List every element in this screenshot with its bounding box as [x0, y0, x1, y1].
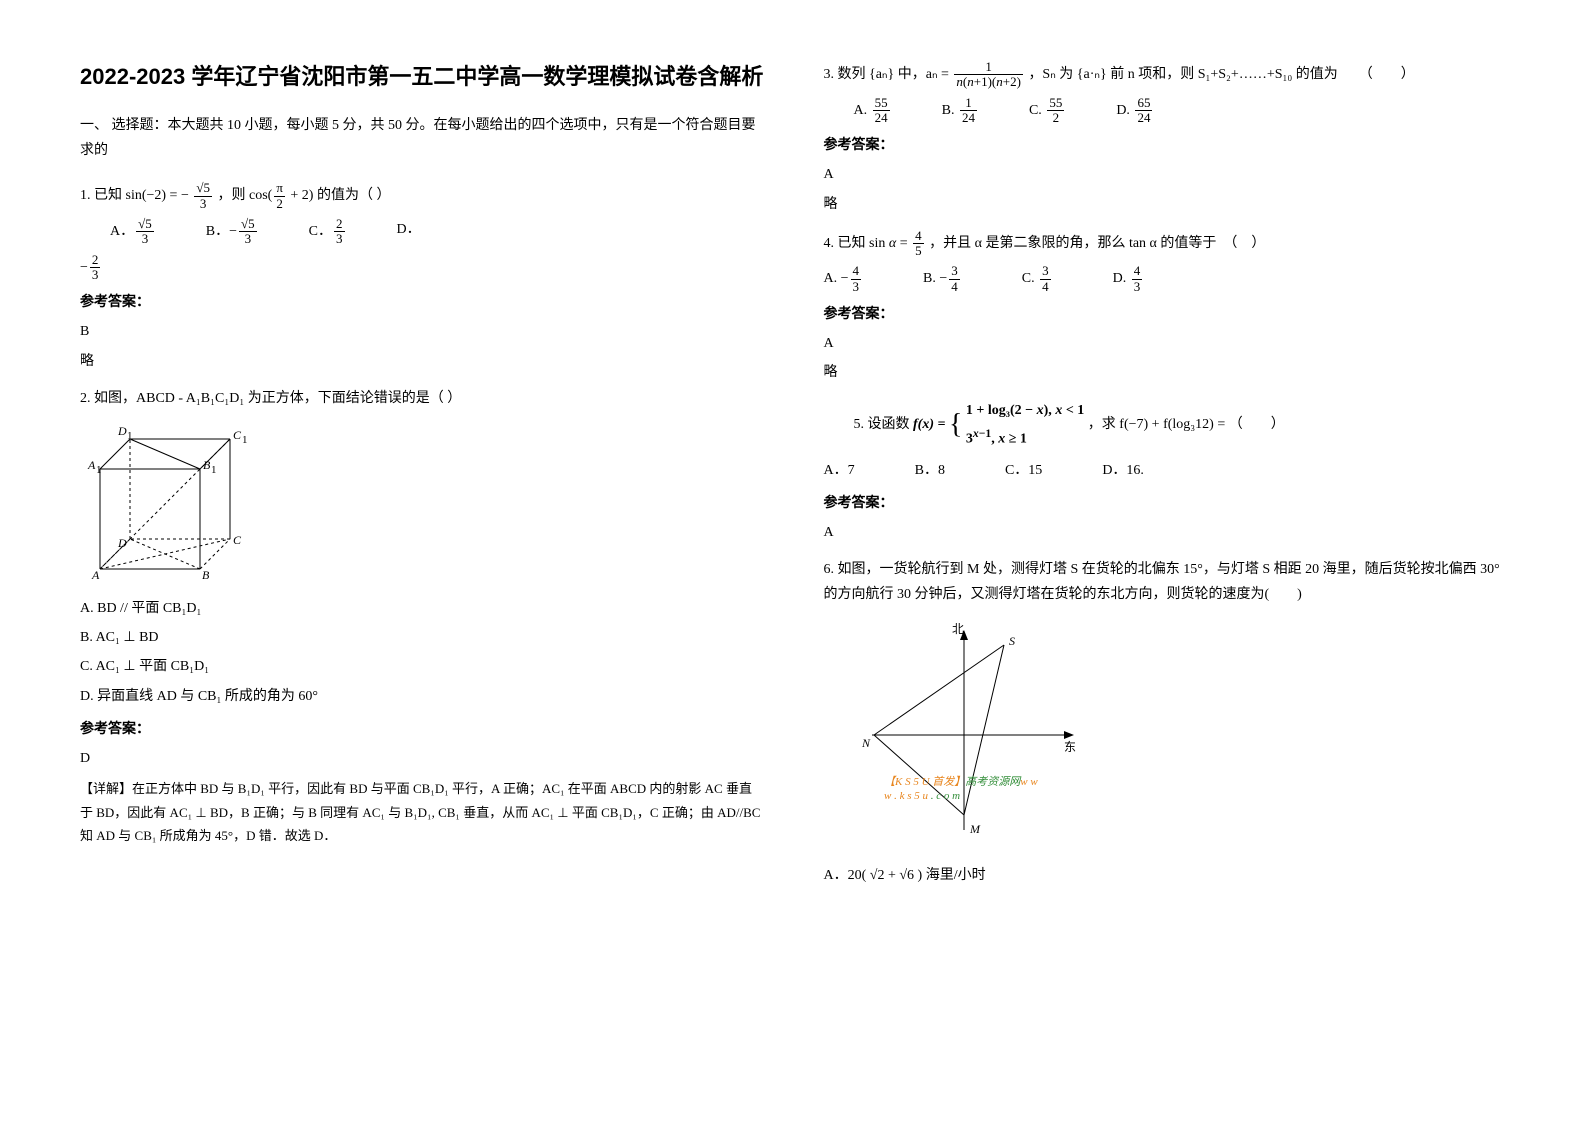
q4-ans: A: [824, 331, 1508, 356]
q3-lead2: ，Sₙ 为 {a·ₙ} 前 n 项和，则 S₁+S₂+……+S₁₀ 的值为 （ …: [1028, 67, 1414, 82]
q3-optA: A. 5524: [854, 96, 892, 126]
q3-options: A. 5524 B. 124 C. 552 D. 6524: [854, 96, 1508, 126]
svg-text:东: 东: [1064, 740, 1076, 754]
q1-optB: B．−√53: [206, 217, 259, 247]
svg-text:N: N: [861, 736, 871, 750]
q4-slk: 略: [824, 360, 1508, 385]
svg-text:1: 1: [96, 464, 102, 476]
q1-optD-cont: −23: [80, 253, 764, 283]
q2-optC: C. AC₁ ⊥ 平面 CB₁D₁: [80, 654, 764, 679]
q2-options: A. BD // 平面 CB₁D₁ B. AC₁ ⊥ BD C. AC₁ ⊥ 平…: [80, 596, 764, 709]
q1-stem: 1. 已知 sin(−2) = − √53 ，则 cos(π2 + 2) 的值为…: [80, 181, 764, 211]
q1-optD: D．: [397, 217, 421, 247]
q2-optD: D. 异面直线 AD 与 CB₁ 所成的角为 60°: [80, 684, 764, 709]
q5-optA: A．7: [824, 458, 855, 483]
question-4: 4. 已知 sin α = 45 ，并且 α 是第二象限的角，那么 tan α …: [824, 229, 1508, 386]
svg-text:D: D: [117, 536, 127, 550]
q4-options: A. −43 B. −34 C. 34 D. 43: [824, 264, 1508, 294]
q3-optD: D. 6524: [1116, 96, 1154, 126]
q4-optA: A. −43: [824, 264, 864, 294]
q4-optB: B. −34: [923, 264, 962, 294]
q2-ans-label: 参考答案：: [80, 717, 764, 742]
question-2: 2. 如图，ABCD - A₁B₁C₁D₁ 为正方体，下面结论错误的是（ ）: [80, 386, 764, 848]
q2-ans: D: [80, 746, 764, 771]
svg-text:1: 1: [127, 430, 133, 442]
question-5: 5. 设函数 f(x) = { 1 + log₃(2 − x), x < 1 3…: [824, 398, 1508, 546]
left-column: 2022-2023 学年辽宁省沈阳市第一五二中学高一数学理模拟试卷含解析 一、 …: [80, 60, 764, 900]
q3-optC: C. 552: [1029, 96, 1066, 126]
svg-text:C: C: [233, 428, 242, 442]
q5-stem: 5. 设函数 f(x) = { 1 + log₃(2 − x), x < 1 3…: [824, 398, 1508, 452]
q5-lead1: 5. 设函数: [854, 417, 910, 432]
q3-slk: 略: [824, 192, 1508, 217]
svg-text:北: 北: [952, 622, 964, 636]
q1-lead2: ，则: [218, 188, 246, 203]
q5-ans-label: 参考答案：: [824, 491, 1508, 516]
svg-text:C: C: [233, 533, 242, 547]
q2-figure: A B C D A1 B1 C1 D1: [80, 419, 764, 588]
q1-options: A．√53 B．−√53 C．23 D．: [110, 217, 764, 247]
q4-lead1: 4. 已知: [824, 236, 866, 251]
svg-text:B: B: [203, 458, 211, 472]
question-1: 1. 已知 sin(−2) = − √53 ，则 cos(π2 + 2) 的值为…: [80, 181, 764, 373]
q2-explain: 【详解】在正方体中 BD 与 B₁D₁ 平行，因此有 BD 与平面 CB₁D₁ …: [80, 777, 764, 847]
q4-ans-label: 参考答案：: [824, 302, 1508, 327]
q6-figure: 北 S N 东 M 【K S 5 U 首发】高考资源网w w w . k s 5…: [854, 615, 1508, 854]
q6-text: 6. 如图，一货轮航行到 M 处，测得灯塔 S 在货轮的北偏东 15°，与灯塔 …: [824, 557, 1508, 607]
q3-stem: 3. 数列 {aₙ} 中，aₙ = 1n(n+1)(n+2) ，Sₙ 为 {a·…: [824, 60, 1508, 90]
q5-optC: C．15: [1005, 458, 1042, 483]
svg-text:A: A: [87, 458, 96, 472]
q3-ans: A: [824, 162, 1508, 187]
q1-ans-label: 参考答案：: [80, 290, 764, 315]
svg-text:D: D: [117, 424, 127, 438]
q4-optD: D. 43: [1113, 264, 1145, 294]
q4-lead2: ，并且 α 是第二象限的角，那么 tan α 的值等于 （ ）: [929, 236, 1265, 251]
q3-optB: B. 124: [942, 96, 979, 126]
section-heading: 一、 选择题：本大题共 10 小题，每小题 5 分，共 50 分。在每小题给出的…: [80, 113, 764, 163]
q1-lead1: 1. 已知: [80, 188, 122, 203]
svg-text:1: 1: [242, 434, 248, 446]
q1-optC: C．23: [309, 217, 347, 247]
svg-text:B: B: [202, 568, 210, 579]
question-3: 3. 数列 {aₙ} 中，aₙ = 1n(n+1)(n+2) ，Sₙ 为 {a·…: [824, 60, 1508, 217]
q2-optA: A. BD // 平面 CB₁D₁: [80, 596, 764, 621]
q2-text: 2. 如图，ABCD - A₁B₁C₁D₁ 为正方体，下面结论错误的是（ ）: [80, 386, 764, 411]
title: 2022-2023 学年辽宁省沈阳市第一五二中学高一数学理模拟试卷含解析: [80, 60, 764, 93]
q3-ans-label: 参考答案：: [824, 133, 1508, 158]
svg-text:S: S: [1009, 634, 1015, 648]
svg-text:w . k s 5 u . c o m: w . k s 5 u . c o m: [884, 790, 960, 802]
q4-stem: 4. 已知 sin α = 45 ，并且 α 是第二象限的角，那么 tan α …: [824, 229, 1508, 259]
svg-text:A: A: [91, 568, 100, 579]
svg-text:M: M: [969, 822, 981, 836]
q2-optB: B. AC₁ ⊥ BD: [80, 625, 764, 650]
q1-ans: B: [80, 319, 764, 344]
q1-lead3: 的值为（ ）: [317, 188, 391, 203]
right-column: 3. 数列 {aₙ} 中，aₙ = 1n(n+1)(n+2) ，Sₙ 为 {a·…: [824, 60, 1508, 900]
q5-ans: A: [824, 520, 1508, 545]
q3-lead1: 3. 数列 {aₙ} 中，aₙ =: [824, 67, 949, 82]
q4-optC: C. 34: [1022, 264, 1053, 294]
svg-text:1: 1: [211, 464, 217, 476]
question-6: 6. 如图，一货轮航行到 M 处，测得灯塔 S 在货轮的北偏东 15°，与灯塔 …: [824, 557, 1508, 888]
q1-optA: A．√53: [110, 217, 156, 247]
svg-text:【K S 5 U 首发】高考资源网w w: 【K S 5 U 首发】高考资源网w w: [884, 775, 1038, 788]
q5-options: A．7 B．8 C．15 D．16.: [824, 458, 1508, 483]
q6-optA: A．20( √2 + √6 ) 海里/小时: [824, 863, 1508, 888]
q1-slk: 略: [80, 349, 764, 374]
q5-optD: D．16.: [1102, 458, 1144, 483]
q5-lead2: ，求 f(−7) + f(log₃12) = （ ）: [1088, 417, 1285, 432]
q5-optB: B．8: [915, 458, 945, 483]
